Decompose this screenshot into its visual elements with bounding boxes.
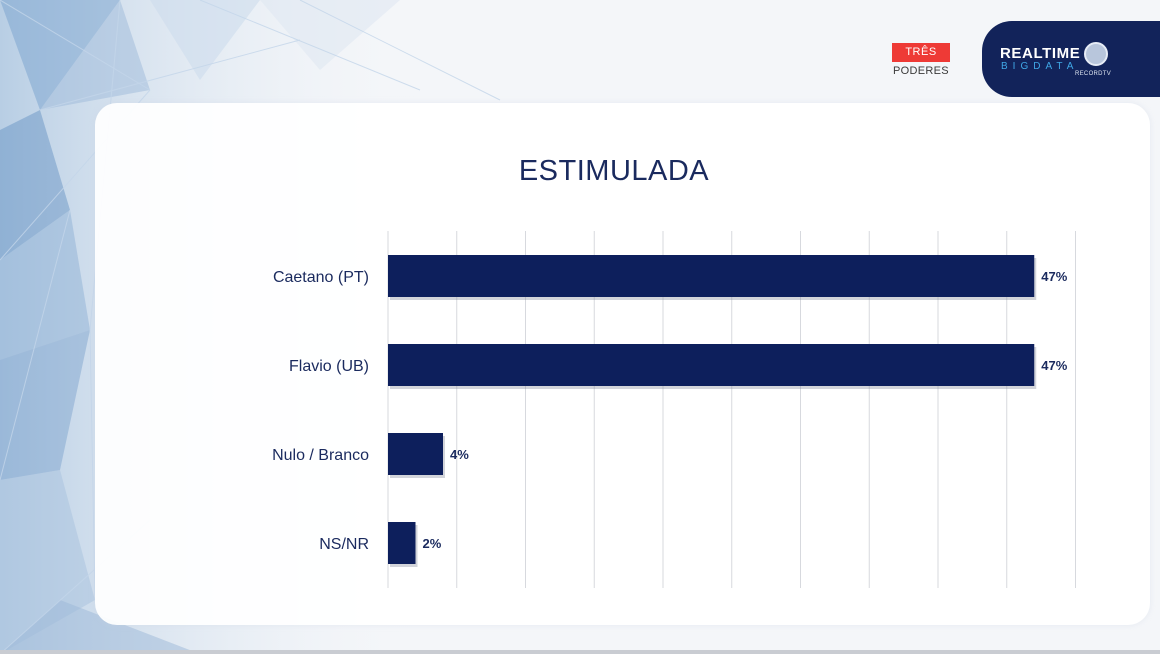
- recordtv-icon: [1084, 42, 1108, 66]
- brand-bigdata-text: BIGDATA: [1001, 61, 1079, 72]
- value-label: 47%: [1041, 269, 1067, 284]
- brand-realtime-text: REALTIME: [1000, 45, 1081, 62]
- value-label: 47%: [1041, 358, 1067, 373]
- bar: [388, 522, 416, 564]
- bar: [388, 433, 443, 475]
- realtime-bigdata-logo: REALTIME BIGDATA RECORDTV: [982, 21, 1160, 97]
- brand-recordtv-text: RECORDTV: [1075, 71, 1112, 77]
- category-label: Caetano (PT): [273, 269, 369, 286]
- value-label: 2%: [423, 536, 442, 551]
- category-label: NS/NR: [319, 536, 369, 553]
- tres-poderes-logo-bottom: PODERES: [893, 65, 949, 77]
- category-label: Nulo / Branco: [272, 447, 369, 464]
- bar: [388, 255, 1035, 297]
- tres-poderes-logo-top: TRÊS: [892, 43, 950, 62]
- category-label: Flavio (UB): [289, 358, 369, 375]
- tres-poderes-logo: TRÊS PODERES: [892, 43, 950, 77]
- bar: [388, 344, 1035, 386]
- chart-title: ESTIMULADA: [518, 155, 710, 187]
- value-label: 4%: [450, 447, 469, 462]
